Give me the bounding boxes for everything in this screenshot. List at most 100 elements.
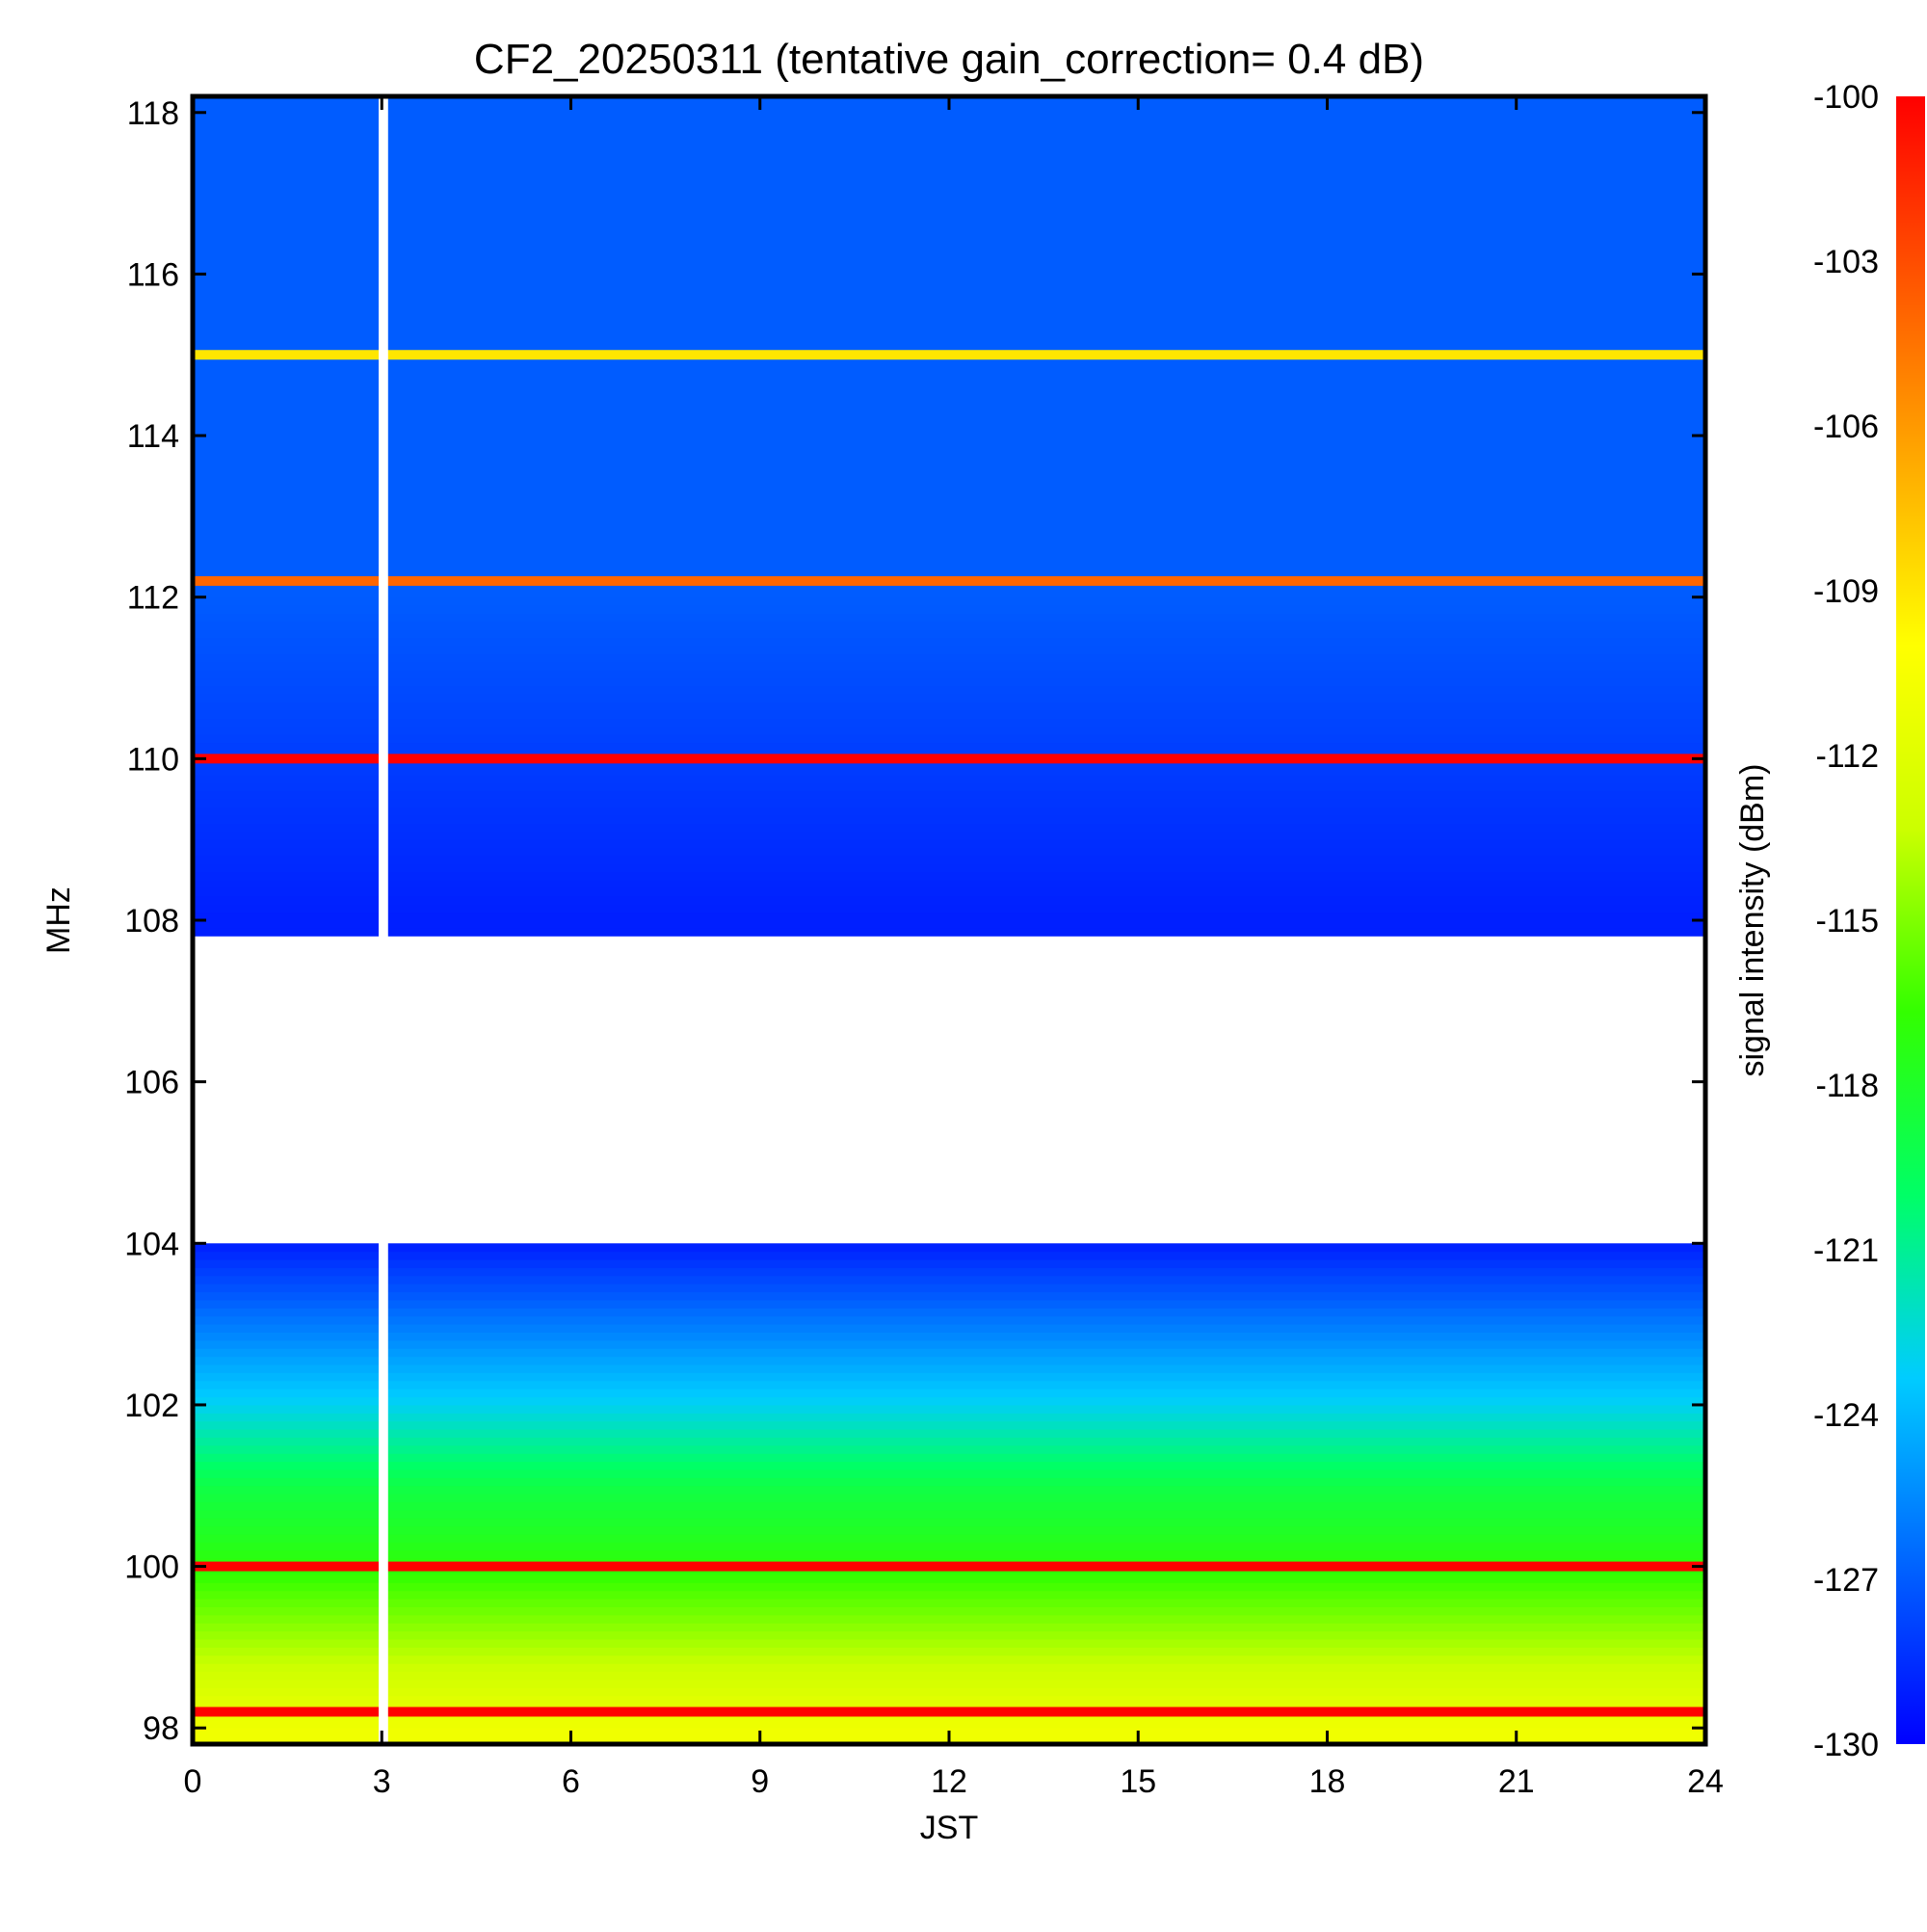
heatmap-band [193, 1695, 1705, 1705]
colorbar-tick-label: -112 [1815, 738, 1879, 775]
heatmap-band [193, 1437, 1705, 1446]
heatmap-band [193, 322, 1705, 331]
mask-layer [193, 96, 1705, 1744]
x-tick-label: 3 [373, 1763, 391, 1800]
heatmap-band [193, 726, 1705, 735]
colorbar-tick-label: -124 [1813, 1397, 1879, 1434]
colorbar-tick-label: -127 [1813, 1562, 1879, 1599]
heatmap-band [193, 524, 1705, 534]
heatmap-band [193, 266, 1705, 275]
heatmap-band [193, 1639, 1705, 1648]
heatmap-band [193, 670, 1705, 679]
heatmap-band [193, 290, 1705, 300]
heatmap-band [193, 1501, 1705, 1511]
x-tick-layer: 0 3 6 9 12 15 18 21 24 [184, 96, 1724, 1800]
x-tick-label: 21 [1498, 1763, 1535, 1800]
heatmap-band [193, 1623, 1705, 1632]
heatmap-band [193, 589, 1705, 598]
heatmap-band [193, 460, 1705, 469]
carrier-line [193, 350, 1705, 360]
heatmap-band [193, 395, 1705, 405]
heatmap-band [193, 185, 1705, 195]
heatmap-band [193, 646, 1705, 654]
heatmap-band [193, 1599, 1705, 1607]
heatmap-band [193, 1606, 1705, 1616]
colorbar [1896, 96, 1925, 1744]
heatmap-band [193, 1332, 1705, 1341]
heatmap-band [193, 1542, 1705, 1551]
heatmap-band [193, 281, 1705, 291]
colorbar-tick-label: -130 [1813, 1727, 1879, 1763]
x-tick-label: 9 [751, 1763, 769, 1800]
masked-region [378, 96, 388, 1744]
heatmap-band [193, 338, 1705, 348]
heatmap-band [193, 1534, 1705, 1543]
heatmap-band [193, 152, 1705, 162]
heatmap-band [193, 1243, 1705, 1253]
heatmap-band [193, 1461, 1705, 1470]
y-tick-layer: 98 100 102 104 106 108 110 112 114 116 118 [124, 95, 1705, 1747]
heatmap-band [193, 895, 1705, 905]
heatmap-band [193, 815, 1705, 824]
heatmap-band [193, 823, 1705, 833]
heatmap-band [193, 605, 1705, 614]
colorbar-tick-label: -103 [1813, 244, 1879, 280]
heatmap-band [193, 305, 1705, 315]
heatmap-band [193, 1259, 1705, 1268]
y-tick-label: 108 [124, 903, 179, 940]
heatmap-band [193, 1469, 1705, 1478]
y-tick-label: 116 [127, 256, 179, 293]
y-tick-label: 104 [124, 1226, 179, 1262]
heatmap-band [193, 1275, 1705, 1284]
x-tick-label: 15 [1120, 1763, 1156, 1800]
heatmap-band [193, 209, 1705, 219]
heatmap-band [193, 701, 1705, 711]
heatmap-band [193, 1453, 1705, 1463]
heatmap-band [193, 491, 1705, 501]
heatmap-band [193, 629, 1705, 639]
heatmap-band [193, 169, 1705, 178]
heatmap-band [193, 1413, 1705, 1422]
carrier-line [193, 1707, 1705, 1717]
heatmap-band [193, 136, 1705, 146]
heatmap-band [193, 1404, 1705, 1414]
y-tick-label: 118 [127, 95, 179, 132]
heatmap-band [193, 1549, 1705, 1559]
heatmap-band [193, 1679, 1705, 1688]
heatmap-band [193, 1267, 1705, 1277]
heatmap-band [193, 362, 1705, 372]
heatmap-band [193, 1284, 1705, 1293]
heatmap-band [193, 257, 1705, 267]
x-tick-label: 24 [1687, 1763, 1724, 1800]
heatmap-band [193, 516, 1705, 525]
colorbar-tick-label: -109 [1813, 573, 1879, 610]
heatmap-band [193, 718, 1705, 728]
heatmap-band [193, 217, 1705, 226]
heatmap-band [193, 742, 1705, 752]
heatmap-band [193, 128, 1705, 138]
heatmap-band [193, 596, 1705, 606]
heatmap-band [193, 621, 1705, 630]
heatmap-band [193, 548, 1705, 558]
chart-title: CF2_20250311 (tentative gain_correction=… [474, 36, 1424, 83]
heatmap-band [193, 233, 1705, 243]
heatmap-band [193, 475, 1705, 485]
heatmap-band [193, 1429, 1705, 1438]
heatmap-band [193, 1356, 1705, 1365]
heatmap-band [193, 556, 1705, 566]
y-tick-label: 114 [127, 418, 179, 455]
heatmap-band [193, 1389, 1705, 1398]
heatmap-band [193, 1647, 1705, 1656]
heatmap-band [193, 484, 1705, 493]
heatmap-band [193, 565, 1705, 574]
heatmap-band [193, 871, 1705, 881]
heatmap-band [193, 799, 1705, 808]
heatmap-band [193, 920, 1705, 929]
y-axis-label: MHz [40, 887, 77, 954]
heatmap-band [193, 176, 1705, 186]
heatmap-band [193, 1339, 1705, 1349]
heatmap-band [193, 782, 1705, 792]
colorbar-tick-layer: -100 -103 -106 -109 -112 -115 -118 -121 -124 -127… [1813, 79, 1879, 1763]
heatmap-band [193, 653, 1705, 663]
